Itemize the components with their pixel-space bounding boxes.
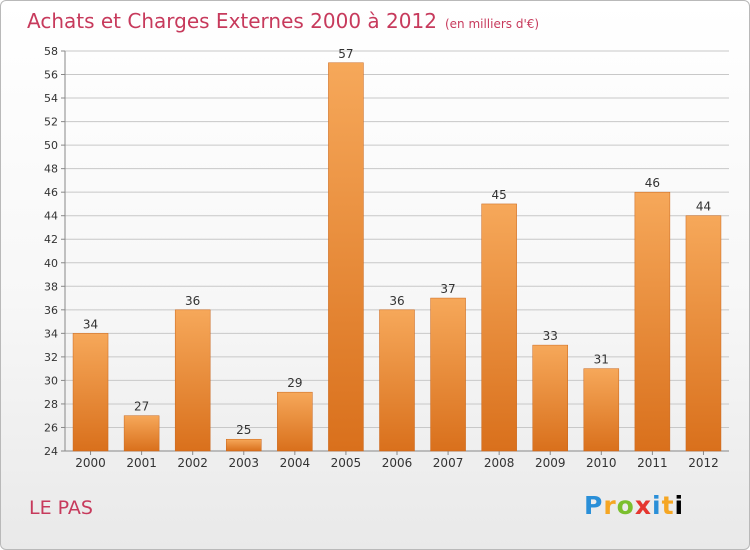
proxiti-logo: Proxiti [584,491,685,520]
y-tick-label-48: 48 [44,163,58,176]
bar-2000 [72,333,109,452]
data-label-2008: 45 [492,188,507,202]
commune-name: LE PAS [29,497,93,519]
x-tick-label-2006: 2006 [382,456,413,470]
x-tick-label-2010: 2010 [586,456,617,470]
y-tick-label-28: 28 [44,398,58,411]
y-tick-label-24: 24 [44,445,58,458]
bar-2011 [634,191,671,452]
y-tick-label-46: 46 [44,186,58,199]
x-tick-label-2007: 2007 [433,456,464,470]
bar-2012 [685,215,722,452]
chart-unit: (en milliers d'€) [444,17,540,31]
y-tick-label-26: 26 [44,421,58,434]
y-tick-label-30: 30 [44,374,58,387]
bar-2010 [583,368,620,452]
x-tick-label-2000: 2000 [75,456,106,470]
x-tick-label-2002: 2002 [177,456,208,470]
y-tick-label-58: 58 [44,45,58,58]
y-tick-label-54: 54 [44,92,58,105]
data-label-2009: 33 [543,329,558,343]
data-label-2007: 37 [440,282,455,296]
bar-2001 [123,415,160,452]
bar-2003 [226,438,262,452]
x-tick-label-2005: 2005 [331,456,362,470]
y-tick-label-52: 52 [44,116,58,129]
chart-title: Achats et Charges Externes 2000 à 2012 (e… [27,9,539,33]
data-label-2002: 36 [185,294,200,308]
x-tick-label-2001: 2001 [126,456,157,470]
x-tick-label-2009: 2009 [535,456,566,470]
y-tick-label-34: 34 [44,327,58,340]
data-label-2012: 44 [696,200,711,214]
y-tick-label-40: 40 [44,257,58,270]
x-tick-label-2008: 2008 [484,456,515,470]
bar-2002 [174,309,211,452]
data-label-2001: 27 [134,400,149,414]
data-label-2005: 57 [338,47,353,61]
x-tick-label-2004: 2004 [280,456,311,470]
y-tick-label-32: 32 [44,351,58,364]
data-label-2000: 34 [83,317,98,331]
y-tick-label-38: 38 [44,280,58,293]
bar-2009 [532,344,568,452]
data-label-2011: 46 [645,176,660,190]
y-tick-label-56: 56 [44,69,58,82]
bar-2004 [277,391,313,452]
y-tick-label-50: 50 [44,139,58,152]
y-tick-label-44: 44 [44,210,58,223]
data-label-2006: 36 [389,294,404,308]
x-tick-label-2003: 2003 [228,456,259,470]
data-label-2010: 31 [594,353,609,367]
data-label-2004: 29 [287,376,302,390]
bar-2005 [328,62,364,452]
bar-2007 [430,297,466,452]
bar-2006 [379,309,415,452]
bar-2008 [481,203,517,452]
chart-title-text: Achats et Charges Externes 2000 à 2012 [27,9,437,33]
x-tick-label-2012: 2012 [688,456,719,470]
y-tick-label-36: 36 [44,304,58,317]
x-tick-label-2011: 2011 [637,456,668,470]
data-label-2003: 25 [236,423,251,437]
y-tick-label-42: 42 [44,233,58,246]
